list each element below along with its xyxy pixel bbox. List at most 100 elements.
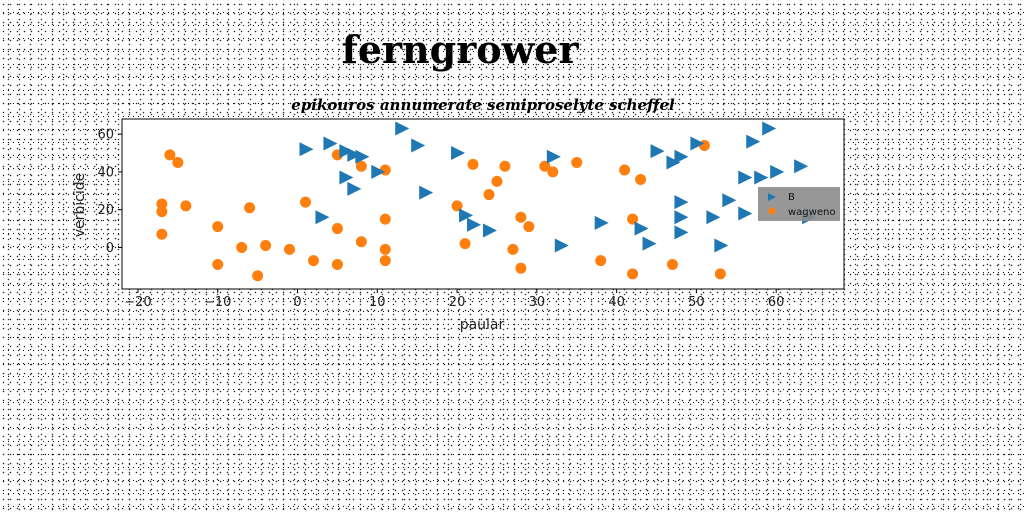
point-B	[347, 147, 362, 162]
point-wagweno	[714, 268, 726, 280]
point-wagweno	[156, 206, 168, 218]
point-B	[746, 134, 761, 149]
point-B	[794, 159, 809, 174]
data-points	[156, 121, 817, 282]
point-B	[634, 221, 649, 236]
point-wagweno	[547, 166, 559, 178]
x-axis: −20 −10 0 10 20 30 40 50 60	[124, 289, 784, 310]
x-tick-label: −20	[124, 295, 151, 310]
legend-marker-wagweno	[768, 207, 776, 215]
point-wagweno	[451, 200, 463, 212]
point-wagweno	[627, 213, 639, 225]
point-B	[395, 121, 410, 136]
point-B	[762, 121, 777, 136]
point-B	[690, 136, 705, 151]
point-wagweno	[236, 241, 248, 253]
point-wagweno	[467, 158, 479, 170]
legend: B wagweno	[758, 187, 840, 221]
point-B	[754, 170, 769, 185]
point-B	[674, 149, 689, 164]
point-wagweno	[515, 211, 527, 223]
point-wagweno	[666, 258, 678, 270]
point-B	[315, 210, 330, 225]
legend-marker-b	[768, 193, 776, 201]
chart-subtitle: epikouros annumerate semiproselyte schef…	[291, 96, 675, 114]
point-B	[467, 217, 482, 232]
point-wagweno	[180, 200, 192, 212]
y-tick-label: 60	[97, 128, 114, 143]
point-B	[738, 170, 753, 185]
point-wagweno	[172, 156, 184, 168]
point-wagweno	[507, 243, 519, 255]
point-wagweno	[635, 173, 647, 185]
point-wagweno	[515, 262, 527, 274]
plot-area	[121, 118, 845, 290]
x-tick-label: 20	[449, 295, 466, 310]
point-B	[650, 144, 665, 159]
point-wagweno	[244, 202, 256, 214]
point-wagweno	[523, 221, 535, 233]
point-wagweno	[299, 196, 311, 208]
x-tick-label: 60	[768, 295, 785, 310]
y-tick-label: 0	[106, 241, 114, 256]
point-B	[482, 223, 497, 238]
y-axis: 0 20 40 60	[97, 128, 122, 256]
point-B	[371, 164, 386, 179]
point-B	[299, 142, 314, 157]
x-tick-label: 50	[688, 295, 705, 310]
point-wagweno	[539, 160, 551, 172]
point-wagweno	[499, 160, 511, 172]
point-B	[674, 210, 689, 225]
point-B	[674, 195, 689, 210]
x-tick-label: 30	[529, 295, 546, 310]
point-B	[339, 144, 354, 159]
point-wagweno	[459, 238, 471, 250]
point-B	[666, 155, 681, 170]
point-wagweno	[252, 270, 264, 282]
point-B	[706, 210, 721, 225]
legend-box	[758, 187, 840, 221]
point-B	[546, 149, 561, 164]
point-B	[594, 215, 609, 230]
point-wagweno	[595, 255, 607, 267]
point-B	[347, 181, 362, 196]
chart-title: ferngrower	[341, 27, 579, 72]
point-wagweno	[619, 164, 631, 176]
point-B	[339, 170, 354, 185]
point-wagweno	[355, 236, 367, 248]
point-B	[554, 238, 569, 253]
point-B	[722, 193, 737, 208]
point-wagweno	[284, 243, 296, 255]
point-wagweno	[212, 258, 224, 270]
point-wagweno	[379, 213, 391, 225]
x-axis-label: paular	[460, 317, 505, 333]
point-wagweno	[164, 149, 176, 161]
point-B	[642, 236, 657, 251]
point-B	[770, 164, 785, 179]
point-wagweno	[212, 221, 224, 233]
point-B	[738, 206, 753, 221]
point-wagweno	[355, 160, 367, 172]
legend-label-wagweno: wagweno	[788, 207, 835, 218]
point-wagweno	[331, 223, 343, 235]
point-wagweno	[627, 268, 639, 280]
x-tick-label: 0	[293, 295, 301, 310]
point-B	[451, 146, 466, 160]
point-wagweno	[260, 240, 272, 252]
point-wagweno	[307, 255, 319, 267]
point-wagweno	[156, 228, 168, 240]
point-wagweno	[156, 198, 168, 210]
point-B	[355, 149, 370, 164]
y-tick-label: 20	[97, 203, 114, 218]
point-B	[323, 136, 338, 151]
point-wagweno	[379, 255, 391, 267]
point-B	[411, 138, 426, 153]
legend-label-b: B	[788, 192, 795, 203]
point-wagweno	[379, 243, 391, 255]
point-B	[714, 238, 729, 253]
x-tick-label: −10	[204, 295, 231, 310]
x-tick-label: 40	[608, 295, 625, 310]
point-B	[674, 225, 689, 240]
y-axis-label: verbicide	[72, 173, 88, 238]
